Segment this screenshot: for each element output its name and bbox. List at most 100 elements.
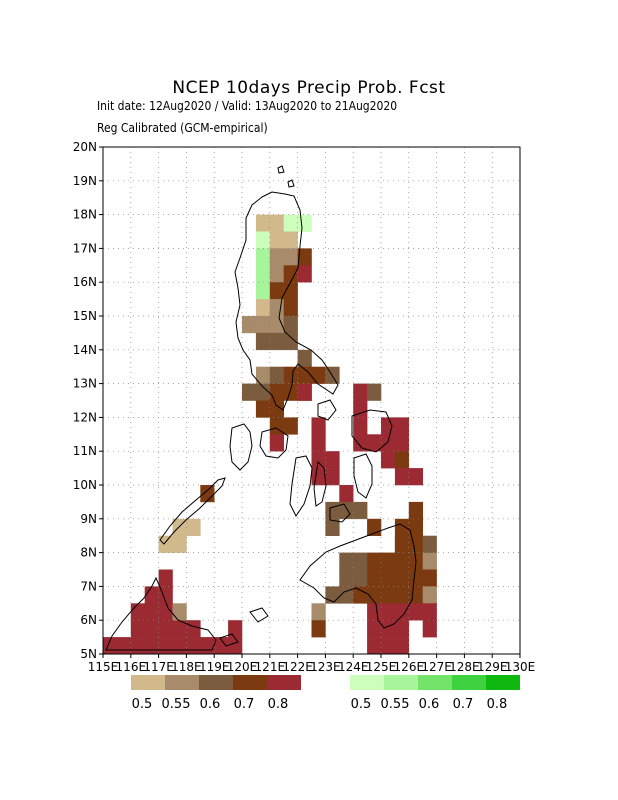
probability-cell — [283, 282, 298, 300]
probability-cell — [269, 434, 284, 452]
probability-cell — [200, 637, 215, 655]
probability-cell — [394, 535, 410, 553]
probability-cell — [144, 586, 159, 604]
probability-cell — [311, 434, 326, 452]
latitude-label: 10N — [73, 478, 97, 492]
latitude-label: 8N — [80, 546, 97, 560]
probability-cell — [381, 434, 396, 452]
probability-cell — [255, 265, 271, 283]
legend-label: 0.6 — [200, 697, 221, 712]
probability-cell — [158, 603, 173, 621]
probability-cell — [353, 586, 368, 604]
probability-cell — [367, 603, 382, 621]
latitude-label: 12N — [73, 410, 97, 424]
probability-cell — [144, 620, 159, 638]
probability-cell — [255, 332, 271, 351]
probability-cell — [311, 468, 326, 486]
probability-cell — [269, 332, 284, 351]
probability-cell — [339, 552, 354, 570]
latitude-label: 5N — [80, 647, 97, 661]
probability-cell — [394, 637, 410, 655]
latitude-labels: 5N 6N 7N 8N 9N 10N 11N 12N 13N 14N 15N 16N 17N 18N 19N… — [73, 140, 103, 661]
legend-swatch — [418, 675, 452, 690]
longitude-label: 123E — [310, 660, 341, 674]
legend-label: 0.7 — [453, 697, 474, 712]
probability-cell — [186, 518, 201, 536]
probability-cell — [394, 586, 410, 604]
legend-swatch — [452, 675, 486, 690]
longitude-label: 124E — [338, 660, 369, 674]
probability-cells — [103, 214, 437, 655]
probability-cell — [367, 586, 382, 604]
probability-cell — [422, 603, 437, 621]
latitude-label: 18N — [73, 208, 97, 222]
probability-cell — [353, 417, 368, 435]
probability-cell — [422, 586, 437, 604]
probability-cell — [242, 383, 257, 401]
probability-cell — [422, 569, 437, 587]
probability-cell — [367, 434, 382, 452]
probability-cell — [394, 518, 410, 536]
probability-cell — [381, 417, 396, 435]
probability-cell — [200, 485, 215, 503]
map-subtitle-method: Reg Calibrated (GCM-empirical) — [97, 121, 268, 135]
probability-cell — [255, 400, 271, 418]
probability-cell — [283, 383, 298, 401]
longitude-label: 129E — [477, 660, 508, 674]
probability-cell — [242, 316, 257, 334]
latitude-label: 9N — [80, 512, 97, 526]
probability-cell — [311, 451, 326, 469]
latitude-label: 13N — [73, 377, 97, 391]
legend-label: 0.5 — [351, 697, 372, 712]
probability-cell — [381, 603, 396, 621]
probability-cell — [158, 586, 173, 604]
probability-cell — [228, 637, 243, 655]
legend-swatch — [131, 675, 165, 690]
probability-cell — [353, 400, 368, 418]
probability-cell — [381, 620, 396, 638]
probability-cell — [269, 282, 284, 300]
probability-cell — [269, 417, 284, 435]
longitude-label: 117E — [143, 660, 174, 674]
probability-cell — [311, 620, 326, 638]
probability-cell — [408, 535, 423, 553]
legend-label: 0.55 — [162, 697, 191, 712]
latitude-label: 14N — [73, 343, 97, 357]
probability-cell — [172, 603, 187, 621]
probability-cell — [422, 535, 437, 553]
probability-cell — [311, 366, 326, 384]
probability-cell — [408, 569, 423, 587]
probability-cell — [130, 620, 145, 638]
probability-cell — [283, 316, 298, 334]
probability-cell — [158, 535, 173, 553]
probability-cell — [339, 586, 354, 604]
probability-cell — [422, 552, 437, 570]
probability-cell — [297, 248, 312, 266]
probability-cell — [255, 214, 271, 232]
probability-cell — [353, 501, 368, 520]
longitude-label: 119E — [199, 660, 230, 674]
probability-cell — [367, 383, 382, 401]
latitude-label: 15N — [73, 309, 97, 323]
legend-swatch — [199, 675, 233, 690]
probability-cell — [394, 552, 410, 570]
probability-cell — [394, 451, 410, 469]
probability-cell — [381, 637, 396, 655]
probability-cell — [367, 637, 382, 655]
longitude-labels: 115E116E117E118E119E120E121E122E123E124E… — [88, 654, 535, 674]
probability-cell — [144, 603, 159, 621]
probability-cell — [255, 248, 271, 266]
probability-cell — [408, 603, 423, 621]
probability-cell — [297, 366, 312, 384]
probability-cell — [186, 620, 201, 638]
probability-cell — [283, 214, 298, 232]
probability-cell — [367, 552, 382, 570]
legend-swatch — [267, 675, 301, 690]
longitude-label: 128E — [449, 660, 480, 674]
probability-cell — [269, 248, 284, 266]
legend-swatch — [350, 675, 384, 690]
probability-cell — [283, 265, 298, 283]
probability-cell — [269, 366, 284, 384]
probability-cell — [228, 620, 243, 638]
